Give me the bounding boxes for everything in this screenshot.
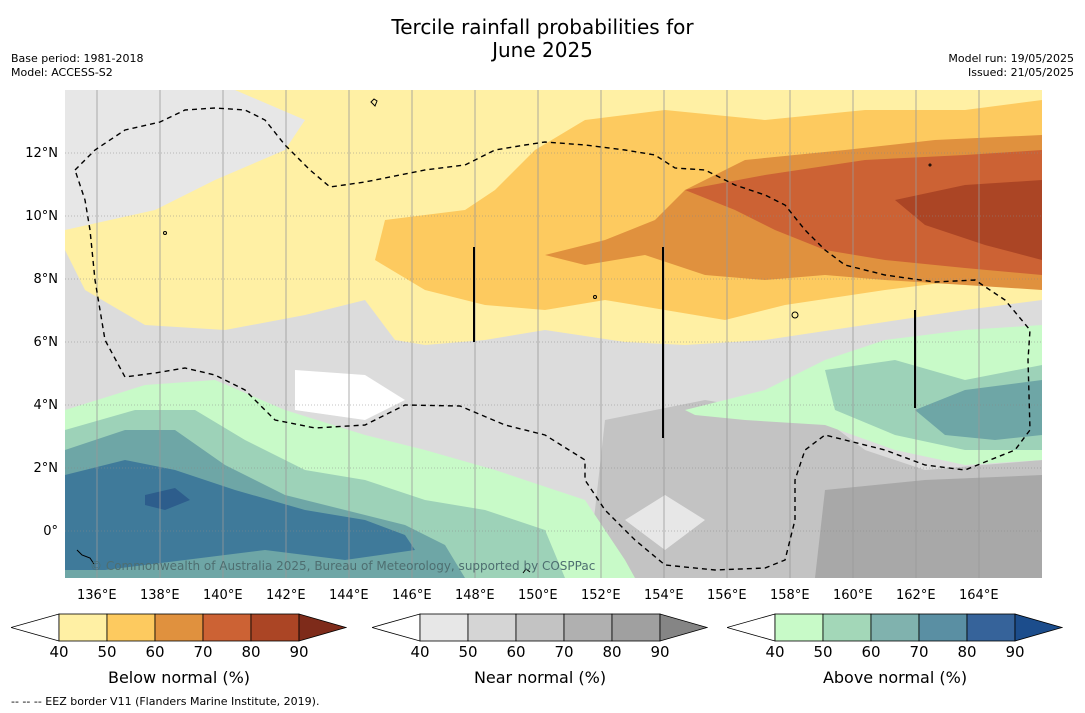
colorbar-segment [870,613,920,642]
colorbar-segment [202,613,252,642]
map-canvas [65,90,1042,578]
below-normal-80-region [685,150,1042,275]
colorbar-tick-label: 60 [145,643,165,661]
lon-label: 150°E [518,588,558,603]
colorbar-tick-label: 90 [650,643,670,661]
colorbar-segment [106,613,156,642]
colorbar-tick-label: 60 [506,643,526,661]
lon-label: 156°E [707,588,747,603]
lat-label: 4°N [33,398,59,413]
lon-label: 164°E [959,588,999,603]
colorbar-segment [822,613,872,642]
lon-label: 140°E [203,588,243,603]
colorbar-tick-label: 60 [861,643,881,661]
copyright-text: © Commonwealth of Australia 2025, Bureau… [90,559,596,573]
lon-label: 160°E [833,588,873,603]
colorbar-segment [515,613,565,642]
colorbar-segment [154,613,204,642]
colorbar-tick-label: 50 [458,643,478,661]
colorbar-min-extension [725,613,776,642]
colorbar-title: Near normal (%) [473,668,607,687]
colorbar-tick-label: 90 [289,643,309,661]
colorbar-max-extension [298,613,348,642]
base-period-text: Base period: 1981-2018 [11,52,144,65]
islands [76,98,932,574]
colorbar-segment [58,613,108,642]
colorbar-tick-label: 70 [554,643,574,661]
eez-footer-note: -- -- -- EEZ border V11 (Flanders Marine… [11,695,320,708]
colorbar-segment [774,613,824,642]
colorbar-title: Above normal (%) [822,668,968,687]
lat-label: 8°N [33,272,59,287]
colorbar-segment [467,613,517,642]
above-normal-70-east [915,380,1042,440]
colorbar-max-extension [659,613,709,642]
colorbar-graphic [370,613,709,642]
white-patch [295,370,405,420]
colorbar-near-normal: 40 50 60 70 80 90 Near normal (%) [370,613,709,687]
colorbar-segment [563,613,613,642]
colorbar-above-normal: 40 50 60 70 80 90 Above normal (%) [725,613,1064,687]
lon-label: 144°E [329,588,369,603]
colorbar-tick-label: 80 [602,643,622,661]
issued-text: Issued: 21/05/2025 [967,66,1074,79]
lon-label: 142°E [266,588,306,603]
lon-label: 158°E [770,588,810,603]
model-text: Model: ACCESS-S2 [11,66,113,79]
colorbar-tick-label: 40 [49,643,69,661]
probability-map [65,90,1042,578]
lon-label: 148°E [455,588,495,603]
map-title-line2: June 2025 [492,38,593,62]
colorbar-segment [611,613,661,642]
below-normal-90-region [895,180,1042,260]
near-normal-70-region [815,475,1042,578]
colorbar-max-extension [1014,613,1064,642]
meridians [96,90,980,578]
colorbar-tick-label: 40 [765,643,785,661]
colorbar-segment [250,613,300,642]
colorbar-segment [419,613,469,642]
lon-label: 146°E [392,588,432,603]
colorbar-tick-label: 90 [1005,643,1025,661]
colorbar-segment [966,613,1016,642]
lat-label: 10°N [25,209,58,224]
colorbar-tick-label: 80 [957,643,977,661]
near-normal-40-patch [625,495,705,550]
colorbar-title: Below normal (%) [107,668,251,687]
colorbar-below-normal: 40 50 60 70 80 90 Below normal (%) [9,613,348,687]
colorbar-tick-label: 70 [909,643,929,661]
map-title-line1: Tercile rainfall probabilities for [391,15,694,39]
colorbar-graphic [9,613,348,642]
colorbar-tick-label: 50 [97,643,117,661]
lat-label: 2°N [33,461,59,476]
colorbar-graphic [725,613,1064,642]
graticule [65,152,1042,532]
colorbar-min-extension [9,613,60,642]
colorbar-segment [918,613,968,642]
lon-label: 138°E [140,588,180,603]
lat-label: 0° [43,524,58,539]
above-normal-80-region [65,460,415,570]
model-run-text: Model run: 19/05/2025 [948,52,1074,65]
lat-label: 6°N [33,335,59,350]
lat-label: 12°N [25,146,58,161]
colorbar-tick-label: 70 [193,643,213,661]
lon-label: 152°E [581,588,621,603]
colorbar-tick-label: 50 [813,643,833,661]
lon-label: 136°E [77,588,117,603]
colorbar-tick-label: 40 [410,643,430,661]
lon-label: 154°E [644,588,684,603]
colorbar-min-extension [370,613,421,642]
above-normal-90-spot [145,488,190,510]
colorbar-tick-label: 80 [241,643,261,661]
lon-label: 162°E [896,588,936,603]
